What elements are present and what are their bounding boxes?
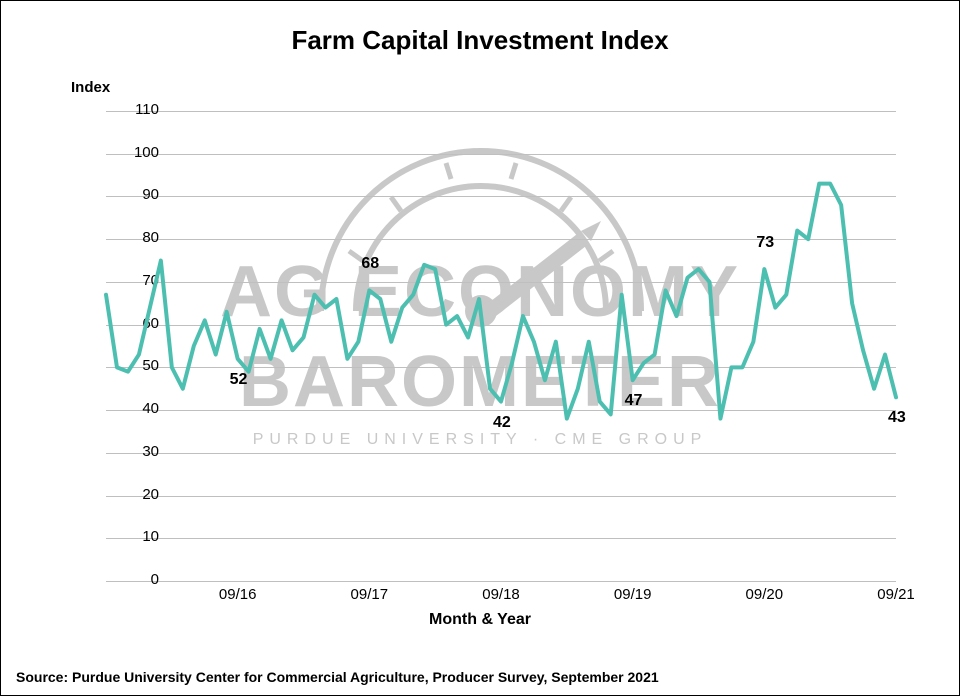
chart-title: Farm Capital Investment Index <box>1 25 959 56</box>
xtick-label: 09/16 <box>219 586 257 603</box>
data-label: 42 <box>493 414 511 432</box>
x-axis-label: Month & Year <box>1 611 959 629</box>
data-label: 43 <box>888 409 906 427</box>
data-label: 52 <box>230 371 248 389</box>
data-label: 73 <box>756 234 774 252</box>
data-label: 68 <box>361 255 379 273</box>
y-axis-label: Index <box>71 79 110 96</box>
xtick-label: 09/20 <box>746 586 784 603</box>
xtick-label: 09/18 <box>482 586 520 603</box>
xtick-label: 09/17 <box>351 586 389 603</box>
gridline <box>106 581 896 582</box>
xtick-label: 09/19 <box>614 586 652 603</box>
line-series <box>106 111 896 581</box>
xtick-label: 09/21 <box>877 586 915 603</box>
plot-area <box>106 111 896 581</box>
chart-container: Farm Capital Investment Index Index AG E… <box>0 0 960 696</box>
series-path <box>106 184 896 419</box>
source-text: Source: Purdue University Center for Com… <box>16 669 659 685</box>
data-label: 47 <box>625 392 643 410</box>
